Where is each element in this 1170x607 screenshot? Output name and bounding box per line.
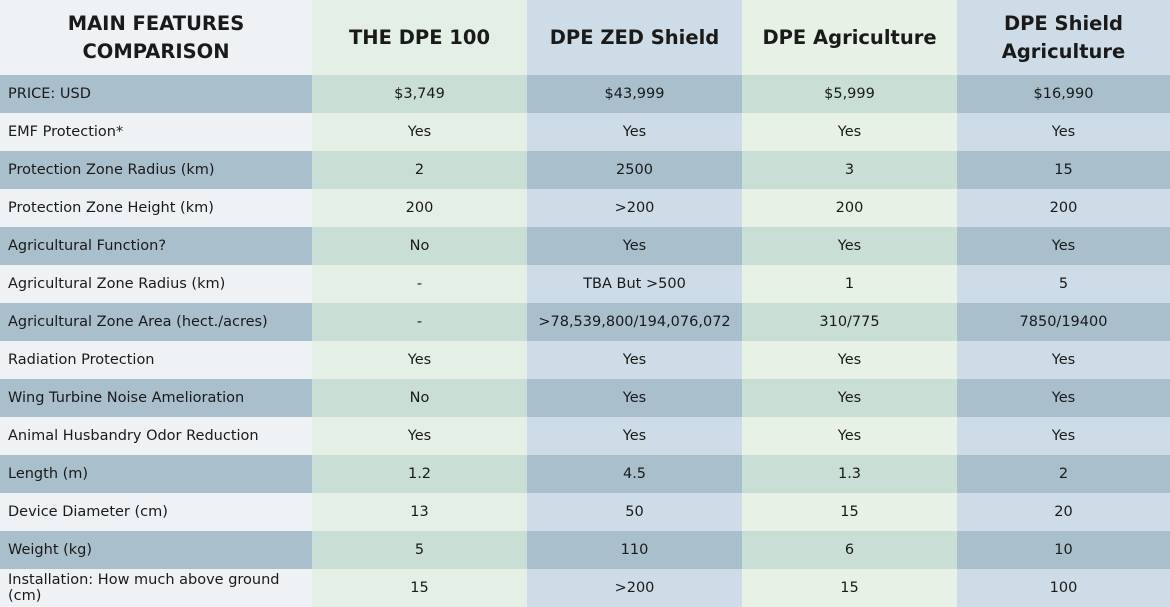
- row-label: Device Diameter (cm): [0, 493, 312, 531]
- table-cell: Yes: [527, 417, 742, 455]
- table-cell: $16,990: [957, 75, 1170, 113]
- table-cell: Yes: [957, 417, 1170, 455]
- table-cell: 50: [527, 493, 742, 531]
- table-cell: 100: [957, 569, 1170, 607]
- table-cell: No: [312, 379, 527, 417]
- row-label: Length (m): [0, 455, 312, 493]
- table-cell: $3,749: [312, 75, 527, 113]
- row-label: Radiation Protection: [0, 341, 312, 379]
- table-cell: 200: [957, 189, 1170, 227]
- table-cell: Yes: [527, 227, 742, 265]
- table-cell: 1: [742, 265, 957, 303]
- header-features-comparison: MAIN FEATURES COMPARISON: [0, 0, 312, 75]
- table-cell: >78,539,800/194,076,072: [527, 303, 742, 341]
- table-cell: 20: [957, 493, 1170, 531]
- table-cell: 1.2: [312, 455, 527, 493]
- table-cell: 15: [742, 493, 957, 531]
- table-cell: Yes: [742, 379, 957, 417]
- table-cell: Yes: [957, 227, 1170, 265]
- table-cell: >200: [527, 569, 742, 607]
- table-cell: Yes: [312, 113, 527, 151]
- row-label: Protection Zone Radius (km): [0, 151, 312, 189]
- table-cell: 200: [312, 189, 527, 227]
- header-dpe-agriculture: DPE Agriculture: [742, 0, 957, 75]
- row-label: Agricultural Function?: [0, 227, 312, 265]
- table-cell: Yes: [742, 417, 957, 455]
- table-cell: 310/775: [742, 303, 957, 341]
- table-cell: 110: [527, 531, 742, 569]
- table-cell: Yes: [312, 341, 527, 379]
- table-cell: 7850/19400: [957, 303, 1170, 341]
- table-cell: 4.5: [527, 455, 742, 493]
- table-cell: 5: [312, 531, 527, 569]
- header-dpe-100: THE DPE 100: [312, 0, 527, 75]
- table-cell: $5,999: [742, 75, 957, 113]
- table-cell: 2500: [527, 151, 742, 189]
- table-cell: 5: [957, 265, 1170, 303]
- table-cell: >200: [527, 189, 742, 227]
- table-cell: TBA But >500: [527, 265, 742, 303]
- table-cell: Yes: [742, 227, 957, 265]
- table-cell: 10: [957, 531, 1170, 569]
- table-cell: 13: [312, 493, 527, 531]
- row-label: EMF Protection*: [0, 113, 312, 151]
- header-dpe-shield-agriculture: DPE Shield Agriculture: [957, 0, 1170, 75]
- table-cell: 15: [312, 569, 527, 607]
- table-cell: Yes: [742, 113, 957, 151]
- row-label: Animal Husbandry Odor Reduction: [0, 417, 312, 455]
- row-label: PRICE: USD: [0, 75, 312, 113]
- table-cell: $43,999: [527, 75, 742, 113]
- table-cell: -: [312, 265, 527, 303]
- table-cell: Yes: [742, 341, 957, 379]
- header-dpe-zed-shield: DPE ZED Shield: [527, 0, 742, 75]
- table-cell: Yes: [957, 341, 1170, 379]
- table-cell: Yes: [312, 417, 527, 455]
- table-cell: 1.3: [742, 455, 957, 493]
- row-label: Protection Zone Height (km): [0, 189, 312, 227]
- row-label: Wing Turbine Noise Amelioration: [0, 379, 312, 417]
- table-cell: Yes: [957, 113, 1170, 151]
- row-label: Installation: How much above ground (cm): [0, 569, 312, 607]
- table-cell: -: [312, 303, 527, 341]
- table-cell: 6: [742, 531, 957, 569]
- table-cell: 15: [957, 151, 1170, 189]
- row-label: Agricultural Zone Radius (km): [0, 265, 312, 303]
- table-cell: 15: [742, 569, 957, 607]
- table-cell: 2: [312, 151, 527, 189]
- table-cell: Yes: [527, 379, 742, 417]
- table-cell: Yes: [527, 113, 742, 151]
- table-cell: Yes: [527, 341, 742, 379]
- table-cell: No: [312, 227, 527, 265]
- row-label: Agricultural Zone Area (hect./acres): [0, 303, 312, 341]
- table-cell: 200: [742, 189, 957, 227]
- table-cell: Yes: [957, 379, 1170, 417]
- table-cell: 3: [742, 151, 957, 189]
- row-label: Weight (kg): [0, 531, 312, 569]
- table-cell: 2: [957, 455, 1170, 493]
